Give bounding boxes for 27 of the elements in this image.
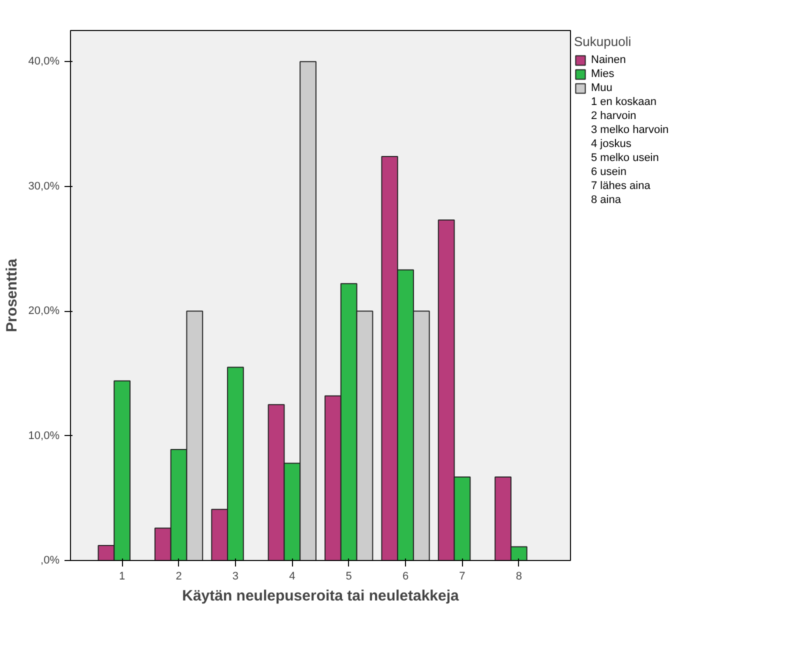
x-tick-label: 1: [119, 570, 126, 582]
x-tick-label: 2: [176, 570, 182, 582]
x-tick-label: 6: [402, 570, 409, 582]
x-tick-label: 3: [232, 570, 239, 582]
text: 4 joskus: [591, 138, 632, 150]
x-tick-label: 5: [346, 570, 352, 582]
text: 8 aina: [591, 194, 621, 206]
x-tick-label: 4: [289, 570, 296, 582]
y-axis-title: Prosenttia: [3, 258, 20, 332]
y-tick-label: 40,0%: [28, 56, 60, 68]
legend-label: Muu: [591, 82, 612, 94]
y-tick-label: 20,0%: [28, 305, 60, 318]
legend-label: Mies: [591, 68, 614, 80]
y-tick-label: 10,0%: [28, 430, 60, 442]
text: 5 melko usein: [591, 152, 659, 164]
text: 6 usein: [591, 166, 626, 178]
text: 7 lähes aina: [591, 180, 650, 192]
y-tick-label: 30,0%: [28, 180, 60, 192]
text: 2 harvoin: [591, 110, 636, 122]
text: 1 en koskaan: [591, 96, 656, 108]
x-tick-label: 8: [516, 570, 522, 582]
legend-title: Sukupuoli: [574, 34, 632, 49]
x-tick-label: 7: [459, 570, 466, 582]
text: 3 melko harvoin: [591, 124, 669, 136]
x-axis-title: Käytän neulepuseroita tai neuletakkeja: [182, 588, 460, 604]
y-tick-label: ,0%: [40, 554, 60, 566]
legend-label: Nainen: [591, 54, 626, 66]
